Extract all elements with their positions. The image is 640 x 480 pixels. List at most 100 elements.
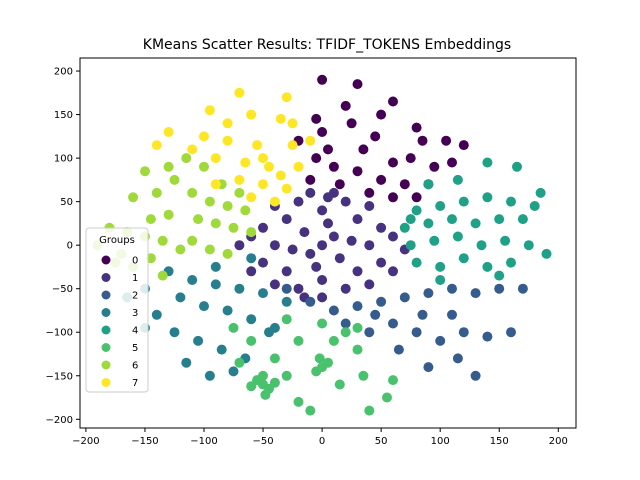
point-5-22 bbox=[388, 375, 398, 386]
point-0-10 bbox=[358, 144, 369, 155]
point-0-27 bbox=[417, 135, 428, 146]
point-4-6 bbox=[399, 222, 410, 233]
point-7-7 bbox=[252, 140, 263, 151]
point-1-16 bbox=[317, 275, 328, 285]
point-5-17 bbox=[317, 318, 328, 329]
point-6-26 bbox=[163, 161, 174, 172]
point-0-5 bbox=[370, 131, 381, 142]
point-2-0 bbox=[281, 283, 292, 294]
point-4-12 bbox=[405, 240, 416, 251]
point-5-14 bbox=[269, 353, 280, 364]
point-6-22 bbox=[246, 227, 257, 238]
point-2-21 bbox=[470, 370, 481, 381]
point-0-30 bbox=[317, 127, 328, 137]
point-4-30 bbox=[494, 270, 505, 281]
point-2-13 bbox=[435, 335, 446, 346]
point-2-10 bbox=[517, 283, 528, 294]
y-tick-label-6: 100 bbox=[54, 154, 73, 165]
y-tick-label-7: 150 bbox=[54, 110, 73, 121]
point-5-15 bbox=[246, 335, 257, 346]
x-tick-label-8: 200 bbox=[549, 436, 568, 447]
point-2-18 bbox=[393, 344, 404, 355]
point-4-26 bbox=[482, 157, 493, 168]
series-3 bbox=[122, 253, 292, 381]
point-0-17 bbox=[399, 179, 410, 190]
y-tick-label-1: −150 bbox=[46, 371, 73, 382]
point-0-4 bbox=[346, 118, 357, 129]
point-7-21 bbox=[222, 118, 233, 129]
point-0-25 bbox=[340, 100, 351, 111]
point-7-5 bbox=[199, 131, 209, 142]
point-0-8 bbox=[458, 140, 469, 151]
legend-label-6: 6 bbox=[132, 361, 138, 372]
point-1-38 bbox=[323, 192, 333, 203]
point-1-18 bbox=[258, 222, 268, 233]
x-tick-label-4: 0 bbox=[319, 436, 325, 447]
point-0-6 bbox=[411, 122, 422, 133]
point-2-1 bbox=[305, 296, 316, 307]
point-3-5 bbox=[281, 296, 292, 307]
y-tick-label-8: 200 bbox=[54, 67, 73, 78]
point-3-9 bbox=[222, 305, 233, 316]
point-3-3 bbox=[234, 283, 245, 294]
point-4-13 bbox=[429, 235, 440, 246]
legend: Groups 0 1 2 3 4 5 6 7 bbox=[85, 227, 149, 393]
series-1 bbox=[234, 187, 410, 303]
point-0-26 bbox=[376, 109, 387, 120]
point-2-9 bbox=[494, 283, 505, 294]
point-1-11 bbox=[352, 266, 363, 277]
point-6-31 bbox=[234, 187, 245, 198]
point-6-13 bbox=[151, 187, 162, 198]
legend-label-2: 2 bbox=[132, 291, 138, 302]
point-1-10 bbox=[281, 214, 292, 225]
point-6-14 bbox=[169, 174, 180, 185]
point-1-21 bbox=[340, 196, 351, 207]
point-3-17 bbox=[181, 357, 192, 368]
point-0-21 bbox=[364, 187, 375, 198]
point-7-0 bbox=[234, 87, 245, 98]
point-4-21 bbox=[458, 253, 469, 264]
point-2-3 bbox=[352, 301, 363, 312]
point-7-2 bbox=[204, 105, 215, 116]
point-3-2 bbox=[210, 279, 221, 290]
legend-marker-6 bbox=[101, 360, 111, 370]
point-7-6 bbox=[222, 135, 233, 146]
point-0-19 bbox=[311, 153, 322, 164]
point-5-6 bbox=[260, 389, 271, 400]
point-6-23 bbox=[187, 235, 198, 246]
point-1-19 bbox=[376, 257, 387, 268]
point-1-3 bbox=[334, 253, 345, 264]
point-4-17 bbox=[523, 240, 534, 251]
point-2-17 bbox=[364, 327, 375, 338]
point-1-28 bbox=[246, 266, 257, 277]
point-3-4 bbox=[258, 288, 268, 299]
point-4-25 bbox=[452, 174, 463, 185]
point-2-4 bbox=[376, 296, 387, 307]
point-0-11 bbox=[388, 157, 398, 168]
point-6-15 bbox=[187, 187, 198, 198]
point-4-0 bbox=[411, 205, 422, 216]
point-0-24 bbox=[305, 174, 316, 185]
point-1-25 bbox=[388, 231, 398, 242]
axes-layer: −200 −150 −100 −50 0 50 100 150 200−200−150−100−… bbox=[46, 67, 568, 447]
point-7-26 bbox=[275, 170, 286, 181]
x-tick-label-5: 50 bbox=[375, 436, 388, 447]
point-7-23 bbox=[287, 118, 298, 129]
point-0-9 bbox=[323, 144, 333, 155]
legend-label-7: 7 bbox=[132, 378, 138, 389]
legend-marker-7 bbox=[101, 378, 111, 387]
point-1-30 bbox=[305, 187, 316, 198]
point-4-1 bbox=[435, 201, 446, 211]
point-2-14 bbox=[458, 327, 469, 338]
point-5-16 bbox=[281, 314, 292, 325]
legend-label-5: 5 bbox=[132, 343, 138, 354]
point-4-20 bbox=[435, 261, 446, 272]
point-5-21 bbox=[358, 370, 369, 381]
point-4-28 bbox=[535, 187, 546, 198]
point-1-12 bbox=[281, 266, 292, 277]
point-3-21 bbox=[151, 309, 162, 320]
y-tick-label-0: −200 bbox=[46, 415, 73, 426]
point-3-1 bbox=[187, 275, 198, 285]
point-5-19 bbox=[293, 396, 304, 407]
point-3-15 bbox=[216, 344, 227, 355]
